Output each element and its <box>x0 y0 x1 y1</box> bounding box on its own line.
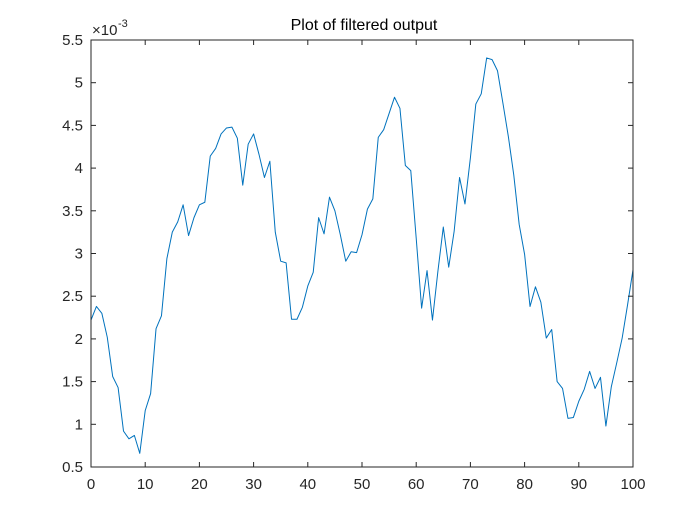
x-tick-label: 50 <box>354 476 371 493</box>
x-tick-label: 10 <box>137 476 154 493</box>
x-tick-label: 60 <box>408 476 425 493</box>
x-tick-label: 30 <box>245 476 262 493</box>
chart-title: Plot of filtered output <box>291 17 438 34</box>
y-tick-label: 4.5 <box>62 117 83 134</box>
y-tick-label: 3.5 <box>62 203 83 220</box>
x-axis-ticks: 0 10 20 30 40 50 60 70 80 90 100 <box>87 40 646 493</box>
y-tick-label: 5.5 <box>62 32 83 49</box>
x-tick-label: 0 <box>87 476 95 493</box>
y-exponent-power: -3 <box>118 18 128 30</box>
x-tick-label: 40 <box>299 476 316 493</box>
x-tick-label: 20 <box>191 476 208 493</box>
x-tick-label: 100 <box>620 476 645 493</box>
x-tick-label: 80 <box>516 476 533 493</box>
y-axis-ticks: 0.5 1 1.5 2 2.5 3 3.5 4 4.5 5 5.5 <box>62 32 633 476</box>
y-tick-label: 4 <box>75 160 83 177</box>
y-tick-label: 1.5 <box>62 374 83 391</box>
y-tick-label: 0.5 <box>62 459 83 476</box>
y-axis-exponent: ×10 -3 <box>92 18 128 39</box>
y-exponent-base: ×10 <box>92 22 117 39</box>
series-line <box>90 57 634 454</box>
y-tick-label: 5 <box>75 75 83 92</box>
y-tick-label: 3 <box>75 246 83 263</box>
x-tick-label: 70 <box>462 476 479 493</box>
y-tick-label: 2 <box>75 331 83 348</box>
x-tick-label: 90 <box>570 476 587 493</box>
y-tick-label: 1 <box>75 416 83 433</box>
y-tick-label: 2.5 <box>62 288 83 305</box>
